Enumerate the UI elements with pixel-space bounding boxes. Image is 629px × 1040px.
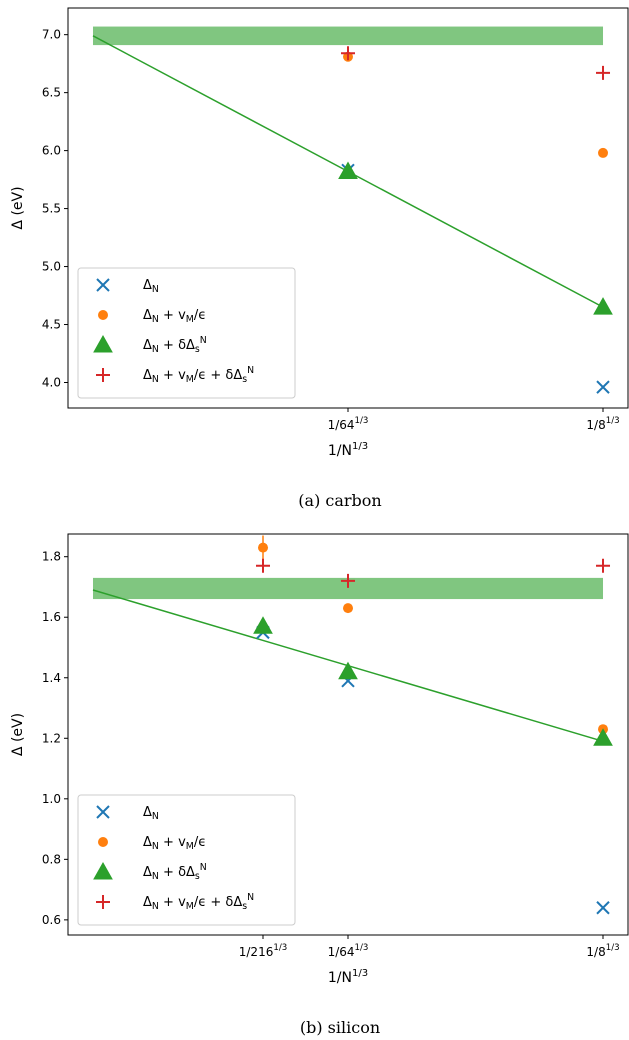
legend-marker	[96, 895, 110, 909]
data-point	[338, 161, 358, 179]
legend-marker	[96, 278, 110, 292]
data-point	[343, 603, 353, 614]
data-point	[338, 661, 358, 680]
data-point	[596, 65, 611, 80]
x-tick-label: 1/81/3	[586, 943, 619, 959]
y-tick-label: 1.6	[42, 610, 61, 624]
y-tick-label: 4.5	[42, 317, 61, 331]
x-axis-label: 1/N1/3	[328, 441, 368, 459]
y-tick-label: 6.0	[42, 143, 61, 157]
caption: (b) silicon	[300, 1018, 380, 1037]
data-point	[593, 728, 613, 746]
caption: (a) carbon	[298, 491, 381, 510]
data-point	[341, 46, 355, 61]
y-tick-label: 0.6	[42, 912, 61, 926]
y-tick-label: 1.2	[42, 731, 61, 745]
legend-label: ΔN + vM/ϵ	[143, 835, 206, 852]
legend-label: ΔN + vM/ϵ + δΔsN	[143, 365, 254, 385]
y-tick-label: 6.5	[42, 85, 61, 99]
y-tick-label: 0.8	[42, 852, 61, 866]
y-tick-label: 5.0	[42, 259, 61, 273]
data-point	[598, 147, 609, 158]
data-point	[593, 297, 613, 315]
x-tick-label: 1/641/3	[328, 416, 369, 432]
data-point	[258, 542, 269, 553]
legend-label: ΔN + δΔsN	[143, 862, 207, 882]
data-point	[341, 573, 355, 588]
legend-marker	[96, 368, 110, 382]
y-axis-label: Δ (eV)	[10, 186, 26, 229]
legend-marker	[93, 861, 113, 880]
x-tick-label: 1/2161/3	[239, 943, 287, 959]
legend-marker	[93, 334, 113, 353]
legend-label: ΔN	[143, 278, 159, 295]
y-axis-label: Δ (eV)	[10, 713, 26, 756]
legend-box	[77, 267, 296, 399]
legend-label: ΔN + vM/ϵ + δΔsN	[143, 892, 254, 912]
legend-box	[77, 794, 296, 926]
data-point	[596, 901, 610, 915]
data-point	[596, 380, 610, 394]
data-point	[253, 616, 273, 634]
x-tick-label: 1/81/3	[586, 416, 619, 432]
y-tick-label: 1.0	[42, 791, 61, 805]
legend-label: ΔN + vM/ϵ	[143, 308, 206, 325]
y-tick-label: 7.0	[42, 27, 61, 41]
y-tick-label: 1.8	[42, 549, 61, 563]
legend-marker	[98, 837, 108, 847]
legend-label: ΔN	[143, 805, 159, 822]
y-tick-label: 4.0	[42, 375, 61, 389]
legend-label: ΔN + δΔsN	[143, 335, 207, 355]
y-tick-label: 1.4	[42, 670, 61, 684]
legend-marker	[96, 805, 110, 819]
legend-marker	[98, 310, 108, 320]
reference-band	[92, 26, 604, 46]
data-point	[596, 558, 611, 573]
reference-band	[92, 577, 604, 600]
x-axis-label: 1/N1/3	[328, 968, 368, 986]
y-tick-label: 5.5	[42, 201, 61, 215]
x-tick-label: 1/641/3	[328, 943, 369, 959]
data-point	[256, 558, 271, 573]
